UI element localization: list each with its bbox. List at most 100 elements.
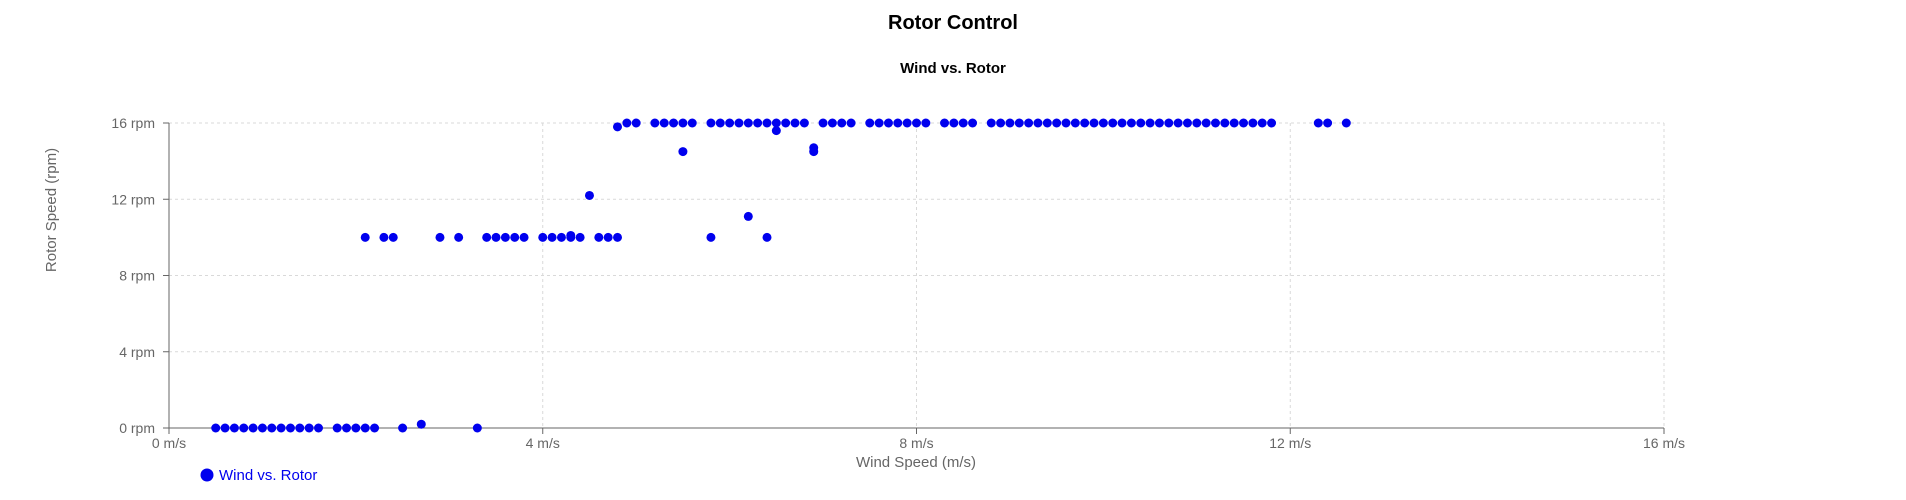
data-point[interactable] [1061,118,1071,128]
data-point[interactable] [687,118,697,128]
data-point[interactable] [753,118,763,128]
data-point[interactable] [491,232,501,242]
data-point[interactable] [1098,118,1108,128]
data-point[interactable] [743,118,753,128]
data-point[interactable] [257,423,267,433]
data-point[interactable] [556,232,566,242]
data-point[interactable] [342,423,352,433]
data-point[interactable] [958,118,968,128]
data-point[interactable] [1192,118,1202,128]
data-point[interactable] [519,232,529,242]
data-point[interactable] [986,118,996,128]
data-point[interactable] [584,190,594,200]
data-point[interactable] [379,232,389,242]
data-point[interactable] [566,230,576,240]
data-point[interactable] [295,423,305,433]
data-point[interactable] [669,118,679,128]
data-point[interactable] [416,419,426,429]
data-point[interactable] [1136,118,1146,128]
data-point[interactable] [211,423,221,433]
data-point[interactable] [482,232,492,242]
data-point[interactable] [921,118,931,128]
legend[interactable]: Wind vs. Rotor [200,467,318,484]
data-point[interactable] [725,118,735,128]
data-point[interactable] [1201,118,1211,128]
data-point[interactable] [762,232,772,242]
data-point[interactable] [734,118,744,128]
data-point[interactable] [594,232,604,242]
data-point[interactable] [818,118,828,128]
data-point[interactable] [1164,118,1174,128]
data-point[interactable] [1108,118,1118,128]
data-point[interactable] [575,232,585,242]
data-point[interactable] [398,423,408,433]
data-point[interactable] [1341,118,1351,128]
data-point[interactable] [388,232,398,242]
data-point[interactable] [949,118,959,128]
data-point[interactable] [874,118,884,128]
data-point[interactable] [1005,118,1015,128]
data-point[interactable] [893,118,903,128]
data-point[interactable] [220,423,230,433]
data-point[interactable] [1024,118,1034,128]
data-point[interactable] [314,423,323,433]
data-point[interactable] [1267,118,1277,128]
data-point[interactable] [865,118,875,128]
data-point[interactable] [360,232,370,242]
data-point[interactable] [743,211,753,221]
data-point[interactable] [1239,118,1249,128]
data-point[interactable] [1173,118,1183,128]
data-point[interactable] [239,423,249,433]
data-point[interactable] [304,423,314,433]
data-point[interactable] [659,118,669,128]
data-point[interactable] [912,118,921,128]
data-point[interactable] [883,118,893,128]
data-point[interactable] [715,118,725,128]
data-point[interactable] [360,423,370,433]
data-point[interactable] [1080,118,1090,128]
data-point[interactable] [706,232,716,242]
data-point[interactable] [1126,118,1136,128]
data-point[interactable] [538,232,548,242]
data-point[interactable] [1182,118,1192,128]
data-point[interactable] [809,147,819,157]
data-point[interactable] [370,423,380,433]
data-point[interactable] [706,118,716,128]
data-point[interactable] [968,118,978,128]
data-point[interactable] [267,423,277,433]
data-point[interactable] [229,423,239,433]
data-point[interactable] [1323,118,1333,128]
data-point[interactable] [1089,118,1099,128]
data-point[interactable] [1257,118,1267,128]
data-point[interactable] [940,118,950,128]
data-point[interactable] [622,118,632,128]
data-point[interactable] [799,118,809,128]
data-point[interactable] [996,118,1006,128]
data-point[interactable] [500,232,510,242]
data-point[interactable] [285,423,295,433]
data-point[interactable] [771,118,781,128]
data-point[interactable] [332,423,342,433]
data-point[interactable] [902,118,912,128]
data-point[interactable] [790,118,800,128]
data-point[interactable] [1211,118,1220,128]
data-point[interactable] [762,118,772,128]
data-point[interactable] [1052,118,1062,128]
data-point[interactable] [547,232,557,242]
data-point[interactable] [1014,118,1024,128]
data-point[interactable] [631,118,641,128]
data-point[interactable] [351,423,361,433]
data-point[interactable] [650,118,660,128]
data-point[interactable] [613,232,622,242]
data-point[interactable] [1229,118,1239,128]
data-point[interactable] [613,122,622,132]
data-point[interactable] [771,126,781,136]
data-point[interactable] [1220,118,1230,128]
data-point[interactable] [1070,118,1080,128]
data-point[interactable] [846,118,856,128]
data-point[interactable] [781,118,791,128]
data-point[interactable] [1154,118,1164,128]
data-point[interactable] [1313,118,1323,128]
data-point[interactable] [837,118,847,128]
data-point[interactable] [248,423,258,433]
